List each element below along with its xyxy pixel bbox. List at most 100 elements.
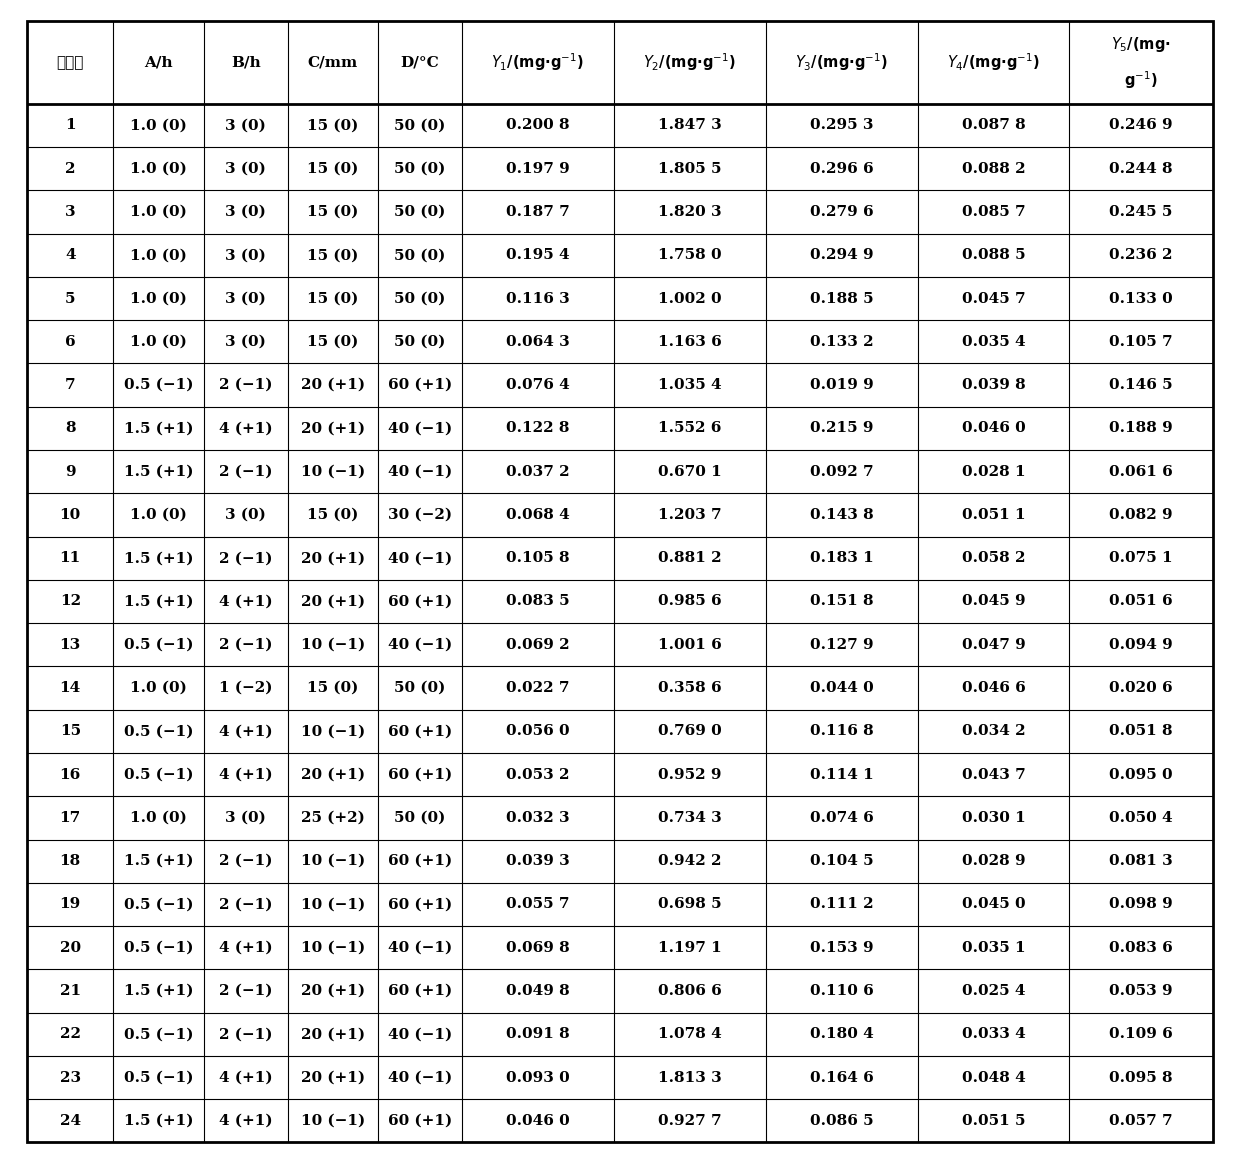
Text: 0.195 4: 0.195 4	[506, 248, 569, 262]
Text: 9: 9	[64, 465, 76, 479]
Text: 2 (−1): 2 (−1)	[219, 465, 273, 479]
Text: 17: 17	[60, 811, 81, 825]
Text: 0.025 4: 0.025 4	[962, 984, 1025, 998]
Text: 0.215 9: 0.215 9	[810, 421, 873, 435]
Text: 13: 13	[60, 638, 81, 652]
Text: 1.001 6: 1.001 6	[658, 638, 722, 652]
Text: 2 (−1): 2 (−1)	[219, 379, 273, 392]
Text: 0.111 2: 0.111 2	[810, 898, 873, 912]
Text: 50 (0): 50 (0)	[394, 335, 446, 349]
Text: 4 (+1): 4 (+1)	[219, 421, 273, 435]
Text: 50 (0): 50 (0)	[394, 248, 446, 262]
Text: 0.056 0: 0.056 0	[506, 725, 569, 739]
Text: 10 (−1): 10 (−1)	[301, 1114, 365, 1127]
Text: 1.847 3: 1.847 3	[658, 119, 722, 133]
Text: 1.552 6: 1.552 6	[658, 421, 722, 435]
Text: 20 (+1): 20 (+1)	[301, 594, 365, 608]
Text: 0.030 1: 0.030 1	[961, 811, 1025, 825]
Text: 1 (−2): 1 (−2)	[219, 681, 273, 695]
Text: 50 (0): 50 (0)	[394, 119, 446, 133]
Text: 0.053 2: 0.053 2	[506, 767, 569, 781]
Text: 0.033 4: 0.033 4	[961, 1027, 1025, 1041]
Text: D/°C: D/°C	[401, 55, 439, 69]
Text: 0.028 9: 0.028 9	[962, 854, 1025, 868]
Text: 0.133 0: 0.133 0	[1110, 292, 1173, 306]
Text: 20 (+1): 20 (+1)	[301, 379, 365, 392]
Text: 4 (+1): 4 (+1)	[219, 1071, 273, 1085]
Text: 0.200 8: 0.200 8	[506, 119, 569, 133]
Text: 0.5 (−1): 0.5 (−1)	[124, 898, 193, 912]
Text: 0.188 9: 0.188 9	[1110, 421, 1173, 435]
Text: 6: 6	[64, 335, 76, 349]
Text: $\mathit{Y}_4$/(mg·g$^{-1}$): $\mathit{Y}_4$/(mg·g$^{-1}$)	[947, 52, 1040, 73]
Text: 1.0 (0): 1.0 (0)	[130, 119, 187, 133]
Text: 1.805 5: 1.805 5	[658, 162, 722, 175]
Text: 0.5 (−1): 0.5 (−1)	[124, 767, 193, 781]
Text: 0.088 5: 0.088 5	[962, 248, 1025, 262]
Text: 0.187 7: 0.187 7	[506, 205, 569, 219]
Text: 0.952 9: 0.952 9	[658, 767, 722, 781]
Text: 4 (+1): 4 (+1)	[219, 594, 273, 608]
Text: 0.085 7: 0.085 7	[962, 205, 1025, 219]
Text: 15 (0): 15 (0)	[308, 162, 358, 175]
Text: 50 (0): 50 (0)	[394, 681, 446, 695]
Text: 2 (−1): 2 (−1)	[219, 552, 273, 565]
Text: 0.046 6: 0.046 6	[961, 681, 1025, 695]
Text: 0.061 6: 0.061 6	[1110, 465, 1173, 479]
Text: 1.0 (0): 1.0 (0)	[130, 248, 187, 262]
Text: 1.163 6: 1.163 6	[658, 335, 722, 349]
Text: 1.0 (0): 1.0 (0)	[130, 335, 187, 349]
Text: 20 (+1): 20 (+1)	[301, 984, 365, 998]
Text: 0.064 3: 0.064 3	[506, 335, 569, 349]
Text: 3 (0): 3 (0)	[226, 119, 267, 133]
Text: 7: 7	[64, 379, 76, 392]
Text: 0.246 9: 0.246 9	[1110, 119, 1173, 133]
Text: 2 (−1): 2 (−1)	[219, 898, 273, 912]
Text: 15 (0): 15 (0)	[308, 335, 358, 349]
Text: 50 (0): 50 (0)	[394, 162, 446, 175]
Text: 0.151 8: 0.151 8	[810, 594, 873, 608]
Text: 5: 5	[64, 292, 76, 306]
Text: $\mathit{Y}_1$/(mg·g$^{-1}$): $\mathit{Y}_1$/(mg·g$^{-1}$)	[491, 52, 584, 73]
Text: 0.051 8: 0.051 8	[1110, 725, 1173, 739]
Text: 0.092 7: 0.092 7	[810, 465, 873, 479]
Text: 3 (0): 3 (0)	[226, 335, 267, 349]
Text: 0.5 (−1): 0.5 (−1)	[124, 638, 193, 652]
Text: 0.5 (−1): 0.5 (−1)	[124, 941, 193, 954]
Text: 0.088 2: 0.088 2	[962, 162, 1025, 175]
Text: 4 (+1): 4 (+1)	[219, 941, 273, 954]
Text: 0.296 6: 0.296 6	[810, 162, 873, 175]
Text: 0.153 9: 0.153 9	[810, 941, 873, 954]
Text: $\mathit{Y}_3$/(mg·g$^{-1}$): $\mathit{Y}_3$/(mg·g$^{-1}$)	[795, 52, 888, 73]
Text: 0.035 4: 0.035 4	[962, 335, 1025, 349]
Text: 0.188 5: 0.188 5	[810, 292, 873, 306]
Text: 0.075 1: 0.075 1	[1110, 552, 1173, 565]
Text: 0.110 6: 0.110 6	[810, 984, 873, 998]
Text: 4 (+1): 4 (+1)	[219, 725, 273, 739]
Text: 3 (0): 3 (0)	[226, 292, 267, 306]
Text: 10 (−1): 10 (−1)	[301, 465, 365, 479]
Text: 40 (−1): 40 (−1)	[388, 1071, 453, 1085]
Text: 0.051 5: 0.051 5	[962, 1114, 1025, 1127]
Text: 1: 1	[64, 119, 76, 133]
Text: 1.5 (+1): 1.5 (+1)	[124, 984, 193, 998]
Text: 0.050 4: 0.050 4	[1110, 811, 1173, 825]
Text: 40 (−1): 40 (−1)	[388, 638, 453, 652]
Text: 0.116 3: 0.116 3	[506, 292, 569, 306]
Text: 15 (0): 15 (0)	[308, 205, 358, 219]
Text: 10 (−1): 10 (−1)	[301, 638, 365, 652]
Text: 0.028 1: 0.028 1	[962, 465, 1025, 479]
Text: 8: 8	[64, 421, 76, 435]
Text: 2 (−1): 2 (−1)	[219, 984, 273, 998]
Text: 40 (−1): 40 (−1)	[388, 1027, 453, 1041]
Text: 0.045 7: 0.045 7	[962, 292, 1025, 306]
Text: 2: 2	[64, 162, 76, 175]
Text: 40 (−1): 40 (−1)	[388, 941, 453, 954]
Text: 0.055 7: 0.055 7	[506, 898, 569, 912]
Text: $\mathit{Y}_2$/(mg·g$^{-1}$): $\mathit{Y}_2$/(mg·g$^{-1}$)	[644, 52, 737, 73]
Text: 0.236 2: 0.236 2	[1110, 248, 1173, 262]
Text: 12: 12	[60, 594, 81, 608]
Text: C/mm: C/mm	[308, 55, 358, 69]
Text: 0.022 7: 0.022 7	[506, 681, 569, 695]
Text: 19: 19	[60, 898, 81, 912]
